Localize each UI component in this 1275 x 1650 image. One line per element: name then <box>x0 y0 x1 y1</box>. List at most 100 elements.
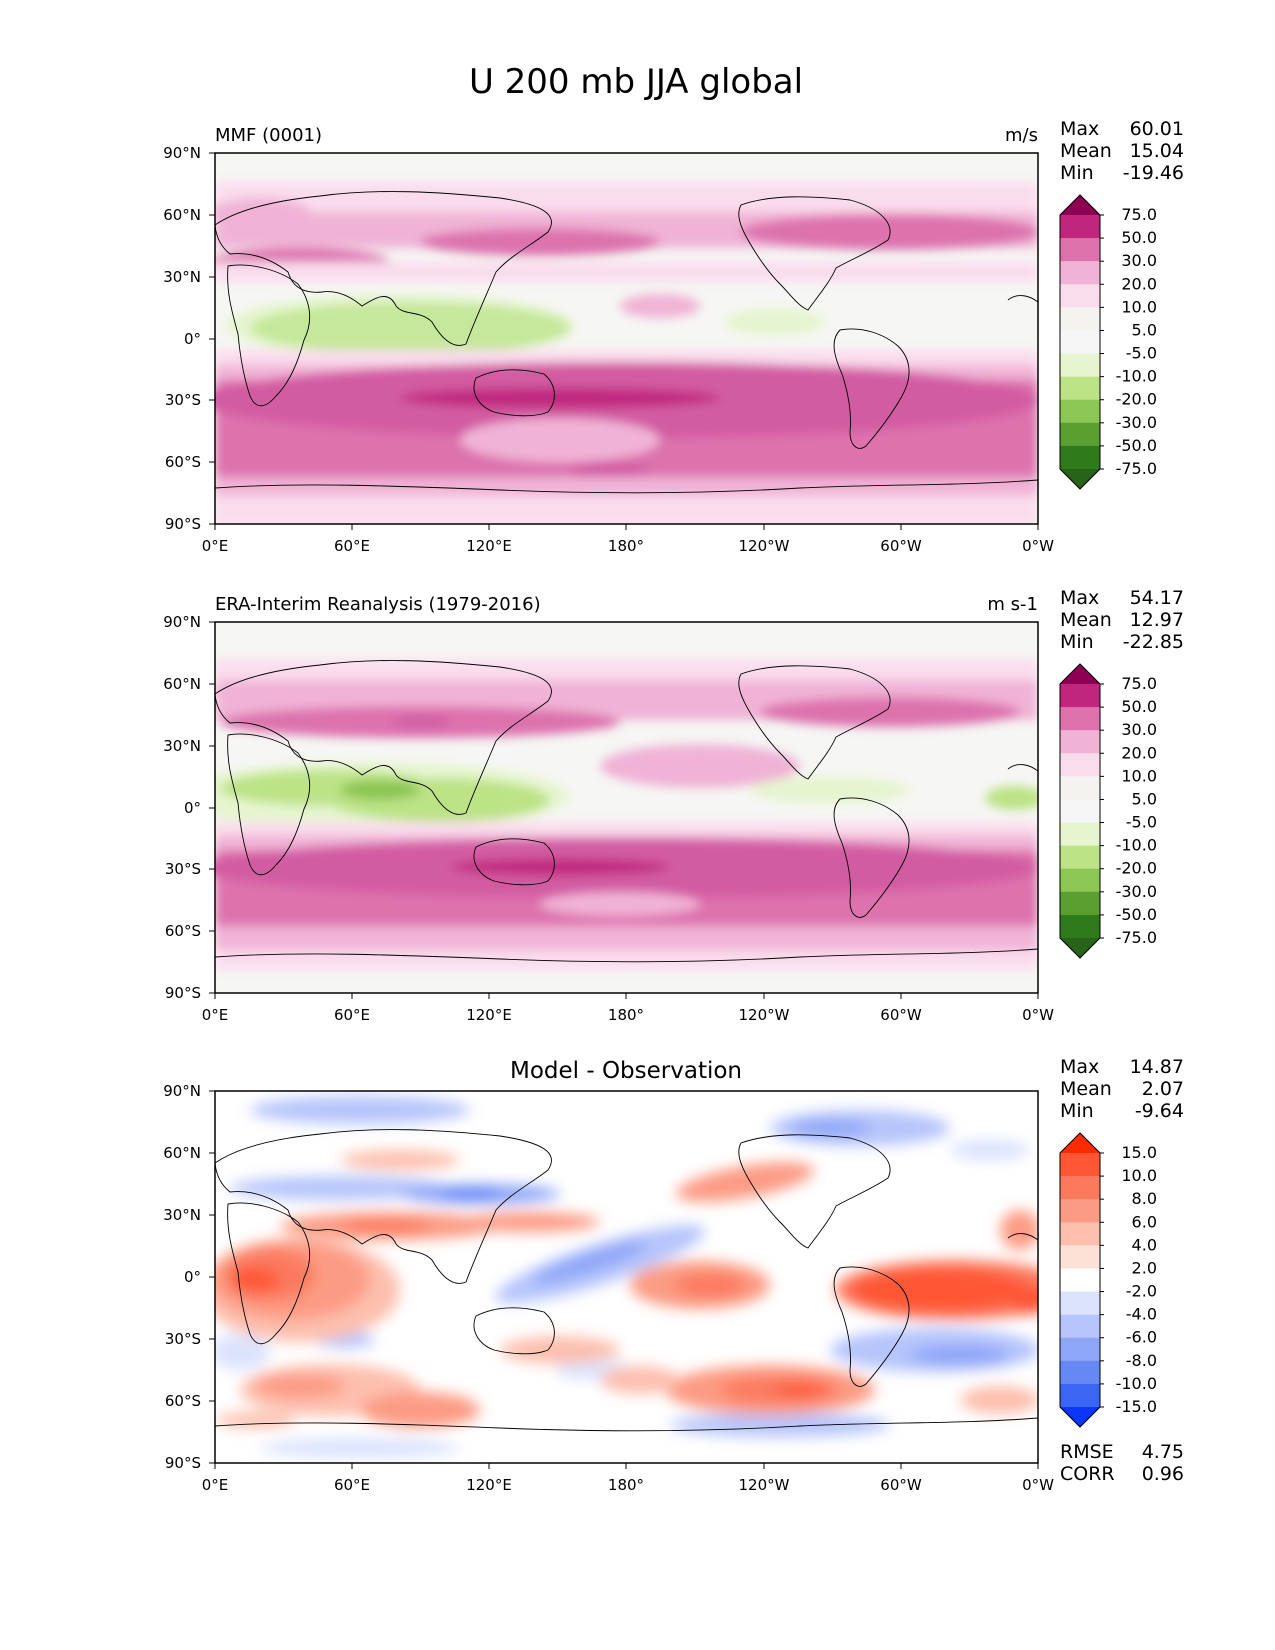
panel-model-stats: Max 60.01 Mean 15.04 Min -19.46 <box>1060 118 1184 184</box>
colorbar-bin <box>1060 307 1100 331</box>
colorbar-bin <box>1060 730 1100 754</box>
colorbar-tick-label: 8.0 <box>1132 1189 1157 1208</box>
colorbar-tick-label: 75.0 <box>1121 205 1157 224</box>
colorbar-tick-label: -8.0 <box>1126 1351 1157 1370</box>
colorbar-bin <box>1060 1268 1100 1293</box>
stat-value: 12.97 <box>1130 609 1184 631</box>
stat-value: 0.96 <box>1142 1463 1184 1485</box>
panel-obs-lat-ticks: 90°N 60°N 30°N 0° 30°S 60°S 90°S <box>163 613 201 1002</box>
stat-label: Min <box>1060 162 1094 184</box>
lat-tick-label: 60°N <box>163 675 201 693</box>
colorbar-bin <box>1060 1153 1100 1177</box>
lon-tick-label: 0°W <box>1022 1476 1054 1494</box>
stat-label: Max <box>1060 587 1099 609</box>
colorbar-bin <box>1060 1245 1100 1269</box>
colorbar-bin <box>1060 445 1100 470</box>
colorbar-bin <box>1060 1222 1100 1246</box>
lon-tick-label: 180° <box>608 1006 644 1024</box>
lon-tick-label: 180° <box>608 1476 644 1494</box>
lat-tick-label: 0° <box>184 1268 201 1286</box>
colorbar-tick-label: 10.0 <box>1121 1166 1157 1185</box>
panel-model-lon-ticks: 0°E 60°E 120°E 180° 120°W 60°W 0°W <box>202 537 1054 555</box>
colorbar-bin <box>1060 1176 1100 1200</box>
panel-model-field <box>215 153 1038 524</box>
stat-value: -19.46 <box>1123 162 1184 184</box>
colorbar-tick-label: 20.0 <box>1121 274 1157 293</box>
colorbar-tick-label: -50.0 <box>1116 905 1157 924</box>
colorbar-tick-label: 20.0 <box>1121 743 1157 762</box>
colorbar-extend-max <box>1060 664 1100 684</box>
colorbar-bin <box>1060 914 1100 939</box>
panel-obs-lon-ticks: 0°E 60°E 120°E 180° 120°W 60°W 0°W <box>202 1006 1054 1024</box>
colorbar-tick-label: -30.0 <box>1116 882 1157 901</box>
panel-diff-lat-ticks: 90°N 60°N 30°N 0° 30°S 60°S 90°S <box>163 1082 201 1472</box>
colorbar-tick-label: 5.0 <box>1132 320 1157 339</box>
stat-value: 15.04 <box>1130 140 1184 162</box>
panel-obs-colorbar: 75.0 50.0 30.0 20.0 10.0 5.0 -5.0 -10.0 -20.0 -30… <box>1059 663 1157 959</box>
lat-tick-label: 60°N <box>163 206 201 224</box>
lat-tick-label: 90°N <box>163 1082 201 1100</box>
lon-tick-label: 60°E <box>334 537 370 555</box>
lat-tick-label: 60°N <box>163 1144 201 1162</box>
stat-value: 14.87 <box>1130 1056 1184 1078</box>
panel-diff-field <box>215 1091 1038 1463</box>
panel-diff-lon-ticks: 0°E 60°E 120°E 180° 120°W 60°W 0°W <box>202 1476 1054 1494</box>
lon-tick-label: 60°W <box>880 1476 922 1494</box>
colorbar-tick-label: -5.0 <box>1126 813 1157 832</box>
colorbar-bin <box>1060 376 1100 401</box>
lon-tick-label: 120°W <box>739 1006 790 1024</box>
colorbar-bin <box>1060 891 1100 916</box>
colorbar-tick-label: -20.0 <box>1116 390 1157 409</box>
panel-diff-coastlines <box>215 1129 1038 1432</box>
colorbar-tick-label: -10.0 <box>1116 367 1157 386</box>
panel-diff-footer-stats: RMSE 4.75 CORR 0.96 <box>1060 1441 1184 1485</box>
stat-label: Max <box>1060 1056 1099 1078</box>
lat-tick-label: 90°N <box>163 144 201 162</box>
lon-tick-label: 0°E <box>202 537 229 555</box>
lat-tick-label: 60°S <box>165 453 201 471</box>
lat-tick-label: 30°N <box>163 268 201 286</box>
colorbar-bin <box>1060 1337 1100 1362</box>
stat-label: Min <box>1060 1100 1094 1122</box>
lon-tick-label: 0°W <box>1022 1006 1054 1024</box>
colorbar-bin <box>1060 261 1100 285</box>
colorbar-tick-label: -75.0 <box>1116 459 1157 478</box>
colorbar-tick-label: 2.0 <box>1132 1258 1157 1277</box>
panel-diff-title: Model - Observation <box>510 1058 742 1084</box>
figure-title: U 200 mb JJA global <box>469 62 803 102</box>
lat-tick-label: 90°S <box>165 1454 201 1472</box>
colorbar-tick-label: 4.0 <box>1132 1235 1157 1254</box>
colorbar-bin <box>1060 684 1100 708</box>
colorbar-tick-label: -6.0 <box>1126 1328 1157 1347</box>
stat-label: Mean <box>1060 140 1112 162</box>
stat-label: RMSE <box>1060 1441 1114 1463</box>
panel-model-title: MMF (0001) <box>215 125 322 146</box>
colorbar-bin <box>1060 238 1100 262</box>
stat-label: CORR <box>1060 1463 1115 1485</box>
lat-tick-label: 90°S <box>165 984 201 1002</box>
colorbar-bin <box>1060 422 1100 447</box>
stat-value: -9.64 <box>1135 1100 1184 1122</box>
colorbar-tick-label: 10.0 <box>1121 766 1157 785</box>
colorbar-tick-label: 75.0 <box>1121 674 1157 693</box>
lon-tick-label: 60°W <box>880 537 922 555</box>
stat-label: Max <box>1060 118 1099 140</box>
lat-tick-label: 30°S <box>165 1330 201 1348</box>
lon-tick-label: 60°E <box>334 1006 370 1024</box>
panel-diff-stats: Max 14.87 Mean 2.07 Min -9.64 <box>1060 1056 1184 1122</box>
lat-tick-label: 60°S <box>165 1392 201 1410</box>
panel-obs-field <box>215 622 1038 993</box>
stat-label: Min <box>1060 631 1094 653</box>
lon-tick-label: 0°W <box>1022 537 1054 555</box>
panel-diff: Model - Observation <box>163 1056 1184 1494</box>
panel-obs-units: m s-1 <box>987 594 1038 615</box>
panel-model-coastlines <box>215 191 1038 494</box>
stat-value: 2.07 <box>1142 1078 1184 1100</box>
colorbar-tick-label: -50.0 <box>1116 436 1157 455</box>
panel-obs-title: ERA-Interim Reanalysis (1979-2016) <box>215 594 541 615</box>
colorbar-tick-label: 30.0 <box>1121 720 1157 739</box>
lon-tick-label: 120°W <box>739 1476 790 1494</box>
lat-tick-label: 90°S <box>165 515 201 533</box>
colorbar-bin <box>1060 799 1100 824</box>
